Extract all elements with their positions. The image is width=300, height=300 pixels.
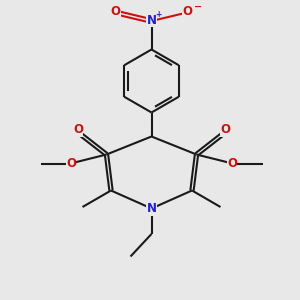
Text: N: N [146,14,157,27]
Text: O: O [227,157,237,170]
Text: O: O [66,157,76,170]
Text: O: O [182,5,193,19]
Text: O: O [220,123,230,136]
Text: N: N [146,202,157,215]
Text: +: + [155,10,161,19]
Text: −: − [194,2,202,12]
Text: O: O [110,5,121,19]
Text: O: O [73,123,83,136]
